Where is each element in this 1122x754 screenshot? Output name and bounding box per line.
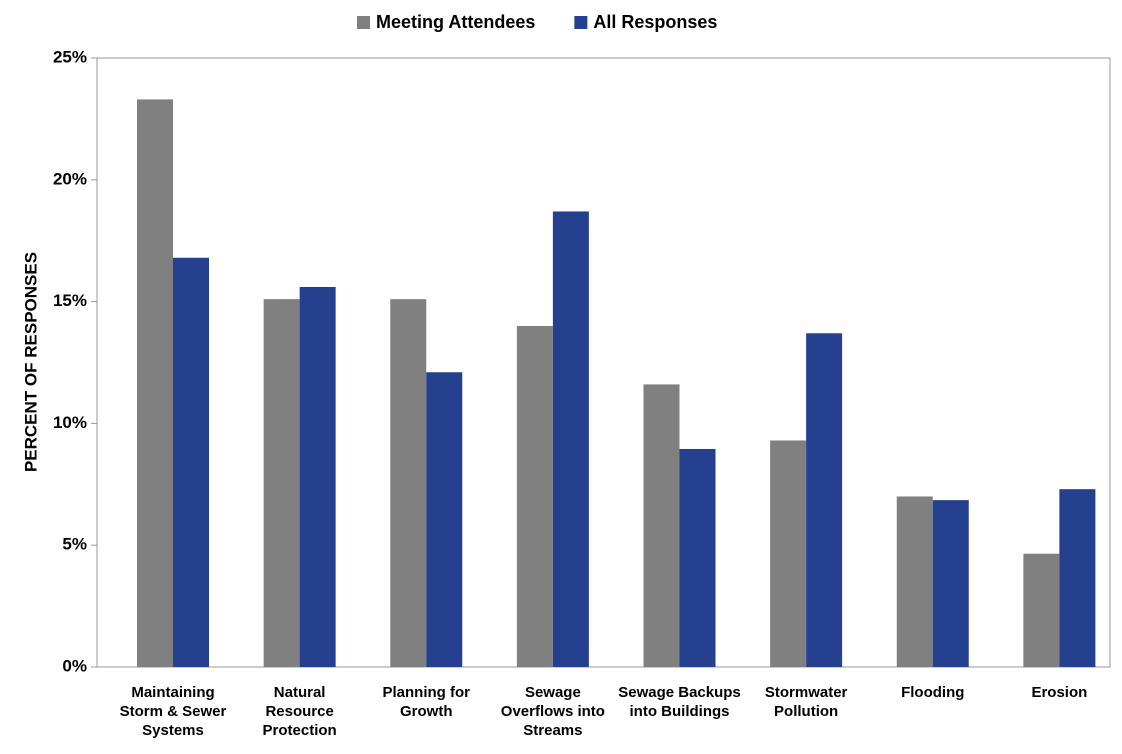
legend-label: All Responses — [593, 12, 717, 32]
y-tick-label: 10% — [53, 413, 87, 432]
y-axis-title: PERCENT OF RESPONSES — [21, 252, 40, 472]
x-tick-label: Sewage Backups into Buildings — [618, 684, 741, 720]
bar — [1023, 553, 1060, 667]
x-tick-label: Planning for Growth — [382, 684, 471, 720]
bar — [299, 286, 336, 667]
bar — [552, 211, 589, 667]
x-tick-label: Natural Resource Protection — [262, 684, 337, 739]
x-tick-label: Sewage Overflows into Streams — [500, 684, 605, 739]
y-tick-label: 20% — [53, 169, 87, 188]
bar — [263, 299, 300, 667]
bar — [643, 384, 680, 667]
x-tick-label: Maintaining Storm & Sewer Systems — [119, 684, 227, 739]
bar — [516, 325, 553, 667]
y-tick-label: 15% — [53, 291, 87, 310]
bar — [932, 500, 969, 667]
bar — [390, 299, 427, 667]
y-tick-label: 25% — [53, 47, 87, 66]
y-tick-label: 5% — [62, 535, 87, 554]
legend-label: Meeting Attendees — [376, 12, 535, 32]
legend-swatch — [574, 16, 588, 29]
bar — [896, 496, 933, 667]
bar — [679, 448, 716, 667]
x-tick-label: Stormwater Pollution — [764, 684, 848, 720]
bar — [770, 440, 807, 667]
bar — [137, 99, 173, 668]
bar — [806, 333, 843, 667]
legend-swatch — [357, 16, 370, 29]
x-tick-label: Erosion — [1031, 684, 1088, 701]
plot-frame — [96, 57, 1111, 668]
bar — [1059, 489, 1096, 667]
x-tick-label: Flooding — [901, 684, 965, 701]
bar — [173, 257, 209, 667]
bar — [426, 372, 463, 667]
y-tick-label: 0% — [62, 656, 87, 675]
